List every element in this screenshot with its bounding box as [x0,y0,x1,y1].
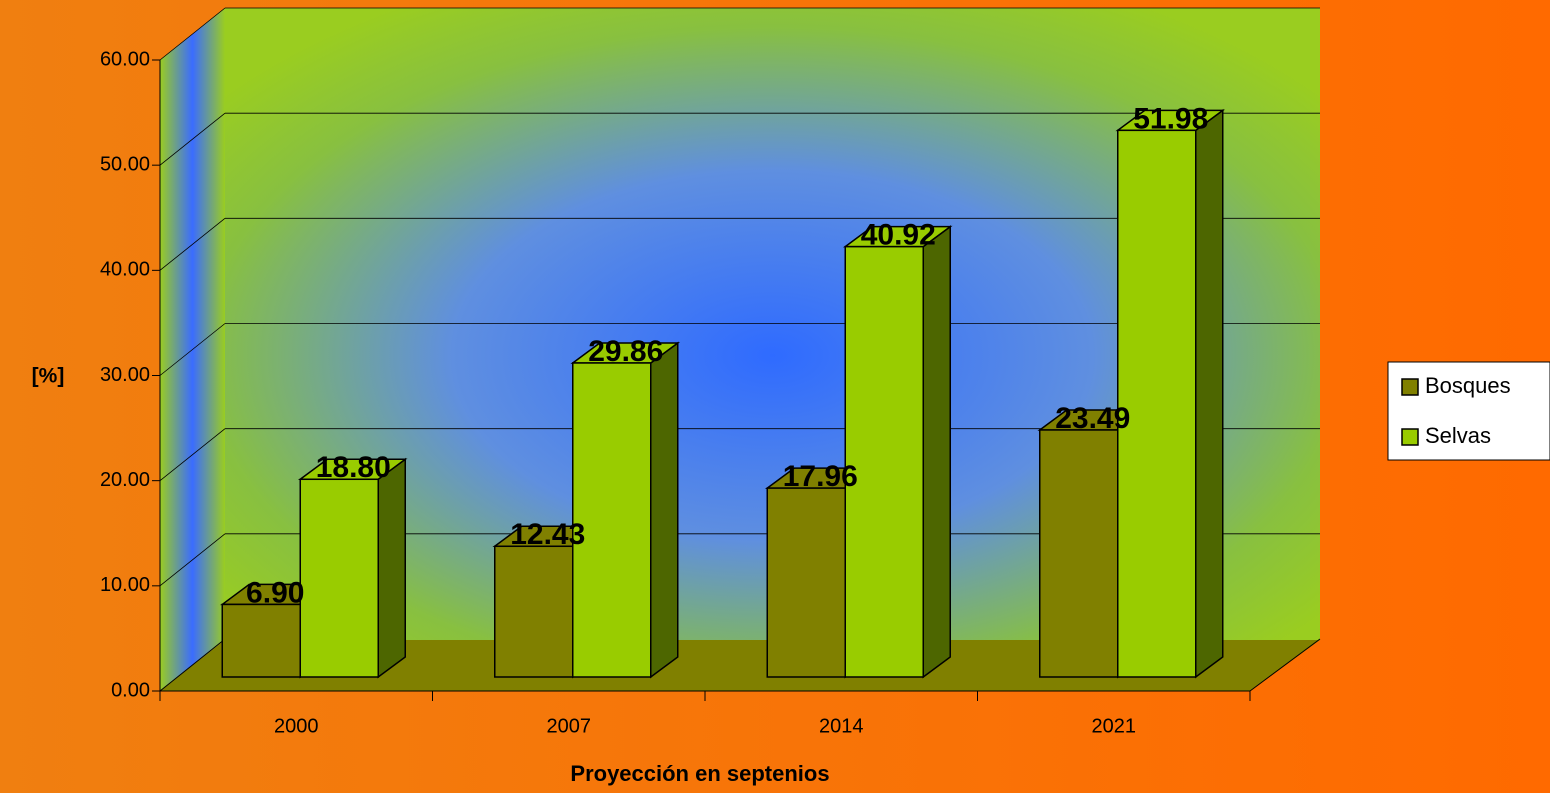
bar-side [922,225,951,679]
grid-line [159,428,226,481]
data-label: 23.49 [1055,402,1130,435]
data-label: 17.96 [783,460,858,493]
x-tick-label: 2021 [1092,715,1137,737]
y-axis-label: [%] [32,365,65,388]
y-tick-label: 30.00 [100,364,150,386]
legend-swatch [1401,428,1419,446]
bar [844,245,924,678]
bar [766,487,846,678]
bar [1039,429,1119,678]
x-axis-label: Proyección en septenios [570,761,829,786]
floor [160,640,1320,691]
grid-line [159,218,226,271]
axis-depth [159,638,226,692]
x-tick-label: 2014 [819,715,864,737]
data-label: 29.86 [588,335,663,368]
x-tick-label: 2007 [547,715,592,737]
y-tick-label: 20.00 [100,469,150,491]
legend-label: Bosques [1425,373,1511,398]
legend-swatch [1401,378,1419,396]
grid-line [159,112,226,166]
y-tick-label: 40.00 [100,259,150,281]
y-tick-label: 10.00 [100,574,150,596]
grid-line [159,323,226,376]
y-tick-label: 60.00 [100,48,150,70]
data-label: 51.98 [1133,102,1208,135]
bar [299,478,379,678]
bar-side [377,457,406,679]
data-label: 18.80 [316,451,391,484]
bar [572,362,652,678]
x-tick-label: 2000 [274,715,319,737]
legend-label: Selvas [1425,423,1491,448]
y-tick-label: 50.00 [100,153,150,175]
grid-line [159,533,226,587]
bar [1117,129,1197,678]
y-tick-label: 0.00 [111,679,150,701]
bar-side [1195,108,1224,679]
data-label: 12.43 [510,518,585,551]
data-label: 40.92 [861,219,936,252]
grid-line [159,7,226,61]
bar [221,603,301,678]
floor-edge [1249,638,1321,692]
plot: 0.00 10.00 20.00 30.00 40.00 50.00 60.00 2000 6.… [100,7,1321,737]
bar [494,545,574,678]
bar-side [650,341,679,679]
data-label: 6.90 [246,576,304,609]
